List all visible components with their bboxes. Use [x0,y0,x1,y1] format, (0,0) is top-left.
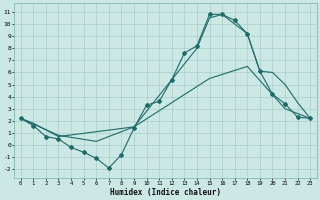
X-axis label: Humidex (Indice chaleur): Humidex (Indice chaleur) [110,188,221,197]
